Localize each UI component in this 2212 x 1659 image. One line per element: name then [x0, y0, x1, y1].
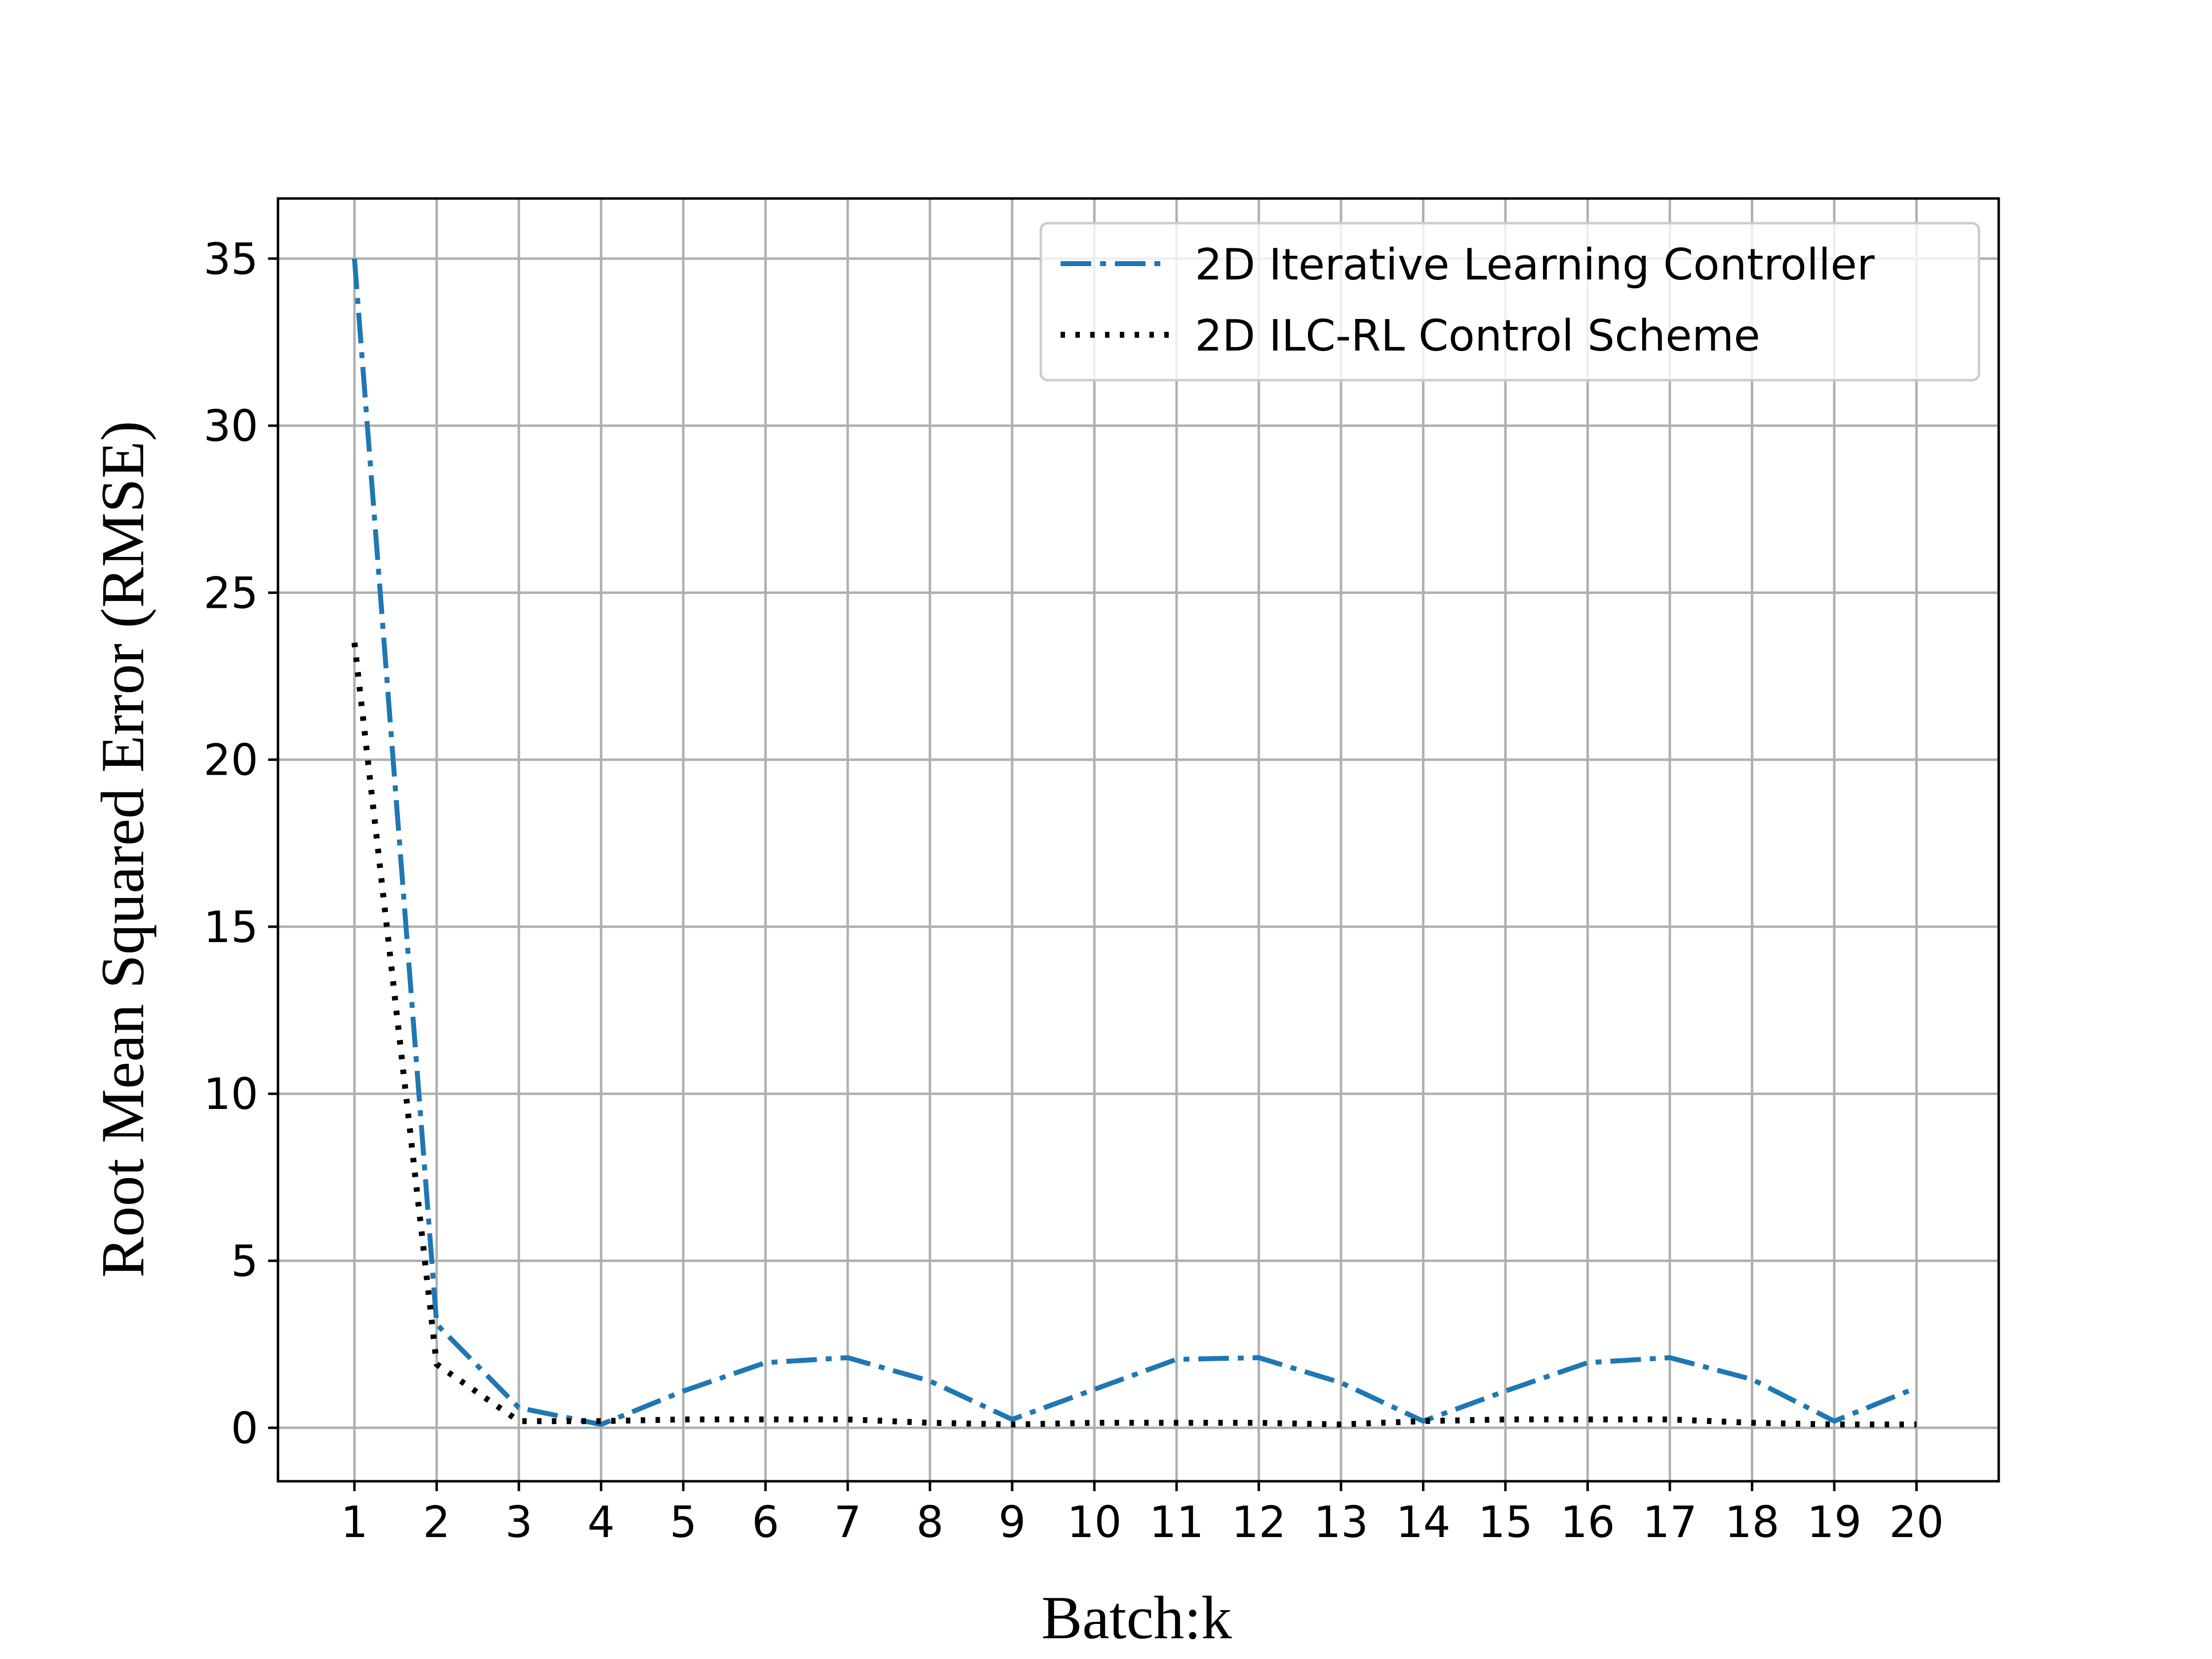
x-tick-label: 19	[1807, 1497, 1862, 1547]
y-tick-label: 35	[203, 234, 258, 284]
plot-area-border	[276, 197, 2000, 1483]
x-tick-label: 1	[341, 1497, 368, 1547]
x-tick-label: 16	[1560, 1497, 1615, 1547]
x-tick-label: 17	[1643, 1497, 1698, 1547]
y-tick-label: 5	[231, 1236, 258, 1286]
x-tick-label: 6	[752, 1497, 779, 1547]
x-tick-label: 4	[588, 1497, 615, 1547]
x-tick-label: 7	[834, 1497, 861, 1547]
y-tick-label: 10	[203, 1069, 258, 1119]
grid-lines	[278, 198, 1999, 1481]
y-tick-label: 30	[203, 401, 258, 451]
x-tick-label: 14	[1396, 1497, 1451, 1547]
legend: 2D Iterative Learning Controller 2D ILC-…	[1039, 222, 1980, 382]
legend-label-2d-ilc-rl-control-scheme: 2D ILC-RL Control Scheme	[1195, 311, 1760, 361]
y-tick-labels: 0 5 10 15 20 25 30 35	[203, 234, 258, 1454]
x-tick-label: 3	[505, 1497, 532, 1547]
series-line-2d-iterative-learning-controller	[352, 258, 1918, 1427]
y-tick-label: 25	[203, 568, 258, 618]
tick-marks	[268, 257, 1918, 1491]
axes-frame	[276, 197, 2000, 1483]
x-tick-label: 18	[1725, 1497, 1779, 1547]
x-tick-label: 5	[670, 1497, 697, 1547]
y-tick-label: 0	[231, 1403, 258, 1454]
y-tick-label: 15	[203, 902, 258, 952]
y-tick-label: 20	[203, 735, 258, 786]
x-axis-label: Batch:k	[1041, 1584, 1232, 1652]
x-tick-label: 15	[1478, 1497, 1533, 1547]
y-axis-label: Root Mean Squared Error (RMSE)	[89, 421, 157, 1278]
legend-box	[1039, 222, 1980, 382]
x-tick-label: 12	[1231, 1497, 1286, 1547]
x-tick-label: 2	[423, 1497, 450, 1547]
legend-label-2d-iterative-learning-controller: 2D Iterative Learning Controller	[1195, 239, 1875, 290]
x-tick-label: 8	[916, 1497, 944, 1547]
x-tick-label: 10	[1067, 1497, 1122, 1547]
x-tick-label: 20	[1889, 1497, 1944, 1547]
series-lines	[351, 258, 1918, 1427]
x-tick-label: 13	[1314, 1497, 1369, 1547]
x-tick-labels: 1 2 3 4 5 6 7 8 9 10 11 12 13 14 15 16 17 18 19 20	[341, 1497, 1944, 1547]
x-tick-label: 9	[998, 1497, 1026, 1547]
series-line-2d-ilc-rl-control-scheme	[351, 642, 1917, 1427]
x-tick-label: 11	[1149, 1497, 1204, 1547]
